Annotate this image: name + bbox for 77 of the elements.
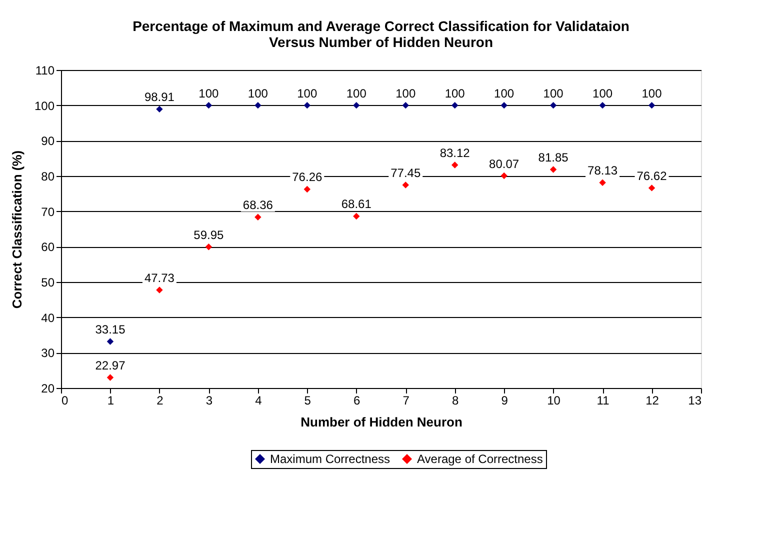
data-label: 100 — [592, 86, 613, 100]
data-label: 78.13 — [588, 164, 618, 178]
data-label: 76.62 — [636, 168, 668, 183]
x-tick-label: 5 — [304, 394, 312, 408]
y-tick-label: 30 — [41, 346, 55, 360]
y-tick-label: 100 — [34, 98, 55, 113]
x-tick-label: 3 — [206, 394, 213, 408]
point — [106, 338, 114, 345]
point — [550, 102, 557, 109]
y-tick-label: 50 — [41, 276, 55, 290]
data-label: 81.85 — [538, 150, 569, 164]
y-tick-label: 90 — [41, 134, 55, 148]
data-label: 68.61 — [341, 197, 372, 212]
data-label: 100 — [642, 86, 662, 100]
x-tick-label: 13 — [688, 394, 702, 408]
point — [550, 166, 557, 173]
point — [648, 184, 656, 192]
x-tick-label: 10 — [547, 394, 561, 408]
x-axis-title: Number of Hidden Neuron — [300, 414, 462, 430]
legend-label: Maximum Correctness — [270, 452, 390, 466]
point — [254, 102, 262, 109]
y-tick-label: 20 — [41, 382, 55, 396]
data-label: 33.15 — [95, 322, 126, 337]
data-label: 100 — [494, 86, 514, 100]
x-tick-label: 12 — [646, 394, 660, 408]
point — [106, 374, 114, 381]
chart-title: Percentage of Maximum and Average Correct Classification for Validataion Versus Number of Hidden Neuron — [132, 18, 630, 50]
point — [599, 179, 606, 186]
x-tick-label: 0 — [62, 394, 68, 408]
data-label: 98.91 — [144, 90, 175, 104]
x-tick-label: 1 — [107, 394, 114, 408]
data-label: 100 — [248, 86, 268, 100]
y-tick-label: 60 — [41, 240, 55, 254]
point — [205, 102, 212, 109]
point — [500, 102, 508, 109]
x-tick-label: 8 — [452, 394, 459, 408]
point — [254, 214, 262, 220]
data-label: 77.45 — [390, 166, 421, 180]
x-tick-label: 4 — [255, 394, 262, 408]
y-tick-label: 110 — [35, 64, 55, 78]
point — [648, 102, 656, 109]
x-tick-label: 11 — [596, 394, 610, 408]
y-tick-label: 80 — [41, 170, 55, 184]
data-label: 80.07 — [489, 156, 520, 171]
point — [353, 212, 360, 220]
x-tick-label: 6 — [354, 394, 361, 408]
point — [402, 102, 409, 109]
data-label: 76.26 — [292, 170, 322, 184]
data-label: 100 — [396, 86, 416, 100]
data-label: 100 — [198, 86, 220, 100]
point — [304, 186, 311, 193]
point — [599, 102, 606, 109]
data-label: 100 — [346, 86, 367, 100]
data-label: 59.95 — [194, 228, 224, 242]
data-label: 83.12 — [440, 146, 470, 160]
y-axis-title: Correct Classification (%) — [9, 150, 24, 309]
point — [205, 243, 212, 250]
point — [402, 182, 409, 188]
y-tick-label: 40 — [41, 310, 55, 325]
data-label: 100 — [444, 86, 466, 100]
data-label: 100 — [543, 86, 564, 100]
point — [451, 162, 458, 168]
point — [353, 102, 360, 109]
point — [304, 102, 311, 109]
point — [156, 106, 163, 113]
data-label: 22.97 — [95, 358, 126, 373]
x-tick-label: 9 — [501, 394, 508, 408]
x-tick-label: 2 — [156, 394, 164, 408]
data-label: 47.73 — [144, 271, 175, 286]
x-tick-label: 7 — [402, 394, 410, 408]
data-label: 100 — [297, 86, 318, 100]
data-label: 68.36 — [242, 198, 274, 212]
point — [156, 286, 163, 294]
point — [500, 172, 508, 180]
y-tick-label: 70 — [41, 204, 55, 219]
point — [451, 102, 458, 109]
legend-label: Average of Correctness — [417, 452, 543, 466]
